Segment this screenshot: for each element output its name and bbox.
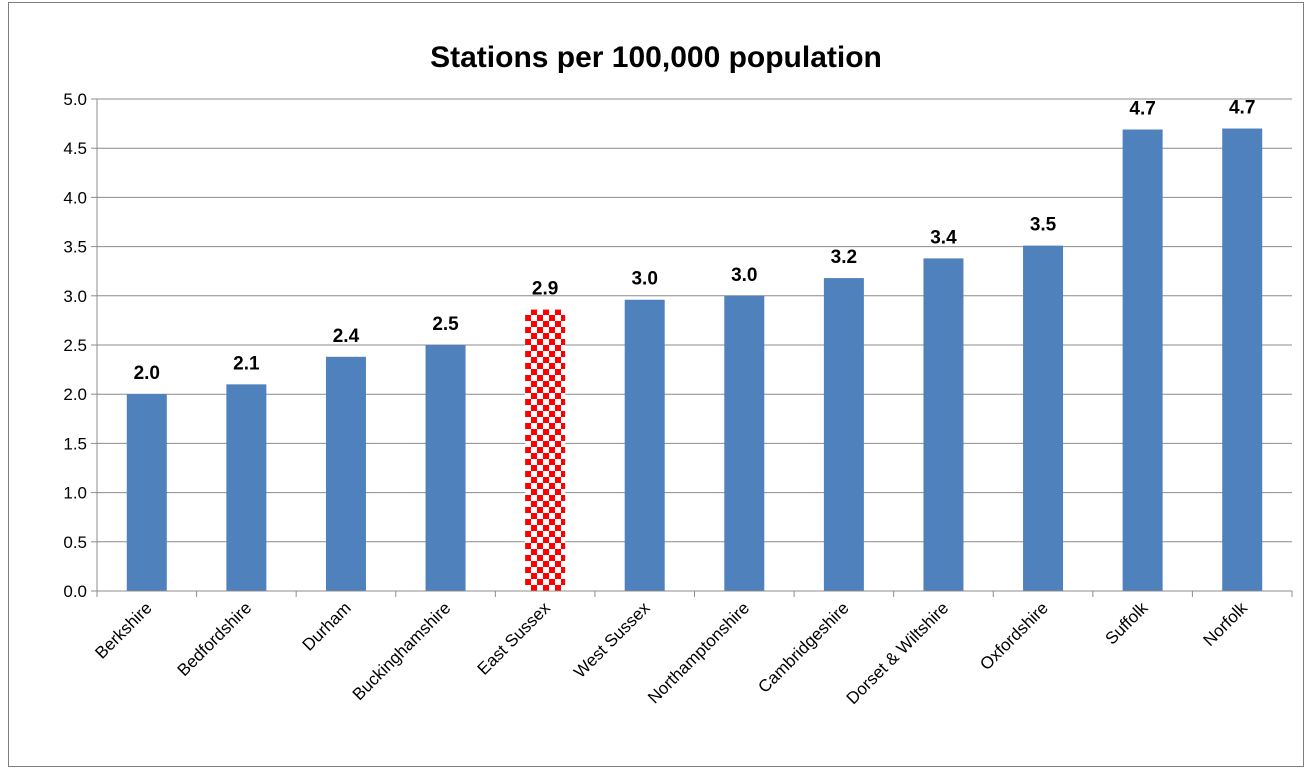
bar-norfolk xyxy=(1222,128,1263,591)
data-label: 2.5 xyxy=(432,314,459,335)
y-tick-label: 2.5 xyxy=(63,336,87,355)
chart-plot: 0.0 0.5 1.0 1.5 2.0 2.5 3.0 3.5 4.0 4.5 5.0 2.0 Berk… xyxy=(63,90,1293,708)
bar-bedfordshire xyxy=(226,384,267,591)
x-category-label: Bedfordshire xyxy=(174,598,256,680)
x-category-label: Oxfordshire xyxy=(976,598,1052,674)
y-tick-label: 3.5 xyxy=(63,238,87,257)
bar-east-sussex xyxy=(525,309,566,591)
bar-buckinghamshire xyxy=(425,345,466,591)
bar-cambridgeshire xyxy=(823,278,864,591)
bar-northamptonshire xyxy=(724,295,765,591)
x-category-label: Suffolk xyxy=(1101,598,1151,648)
y-tick-label: 3.0 xyxy=(63,287,87,306)
y-tick-label: 0.5 xyxy=(63,533,87,552)
y-tick-label: 4.5 xyxy=(63,139,87,158)
x-category-label: Norfolk xyxy=(1200,598,1252,650)
y-tick-label: 1.0 xyxy=(63,484,87,503)
data-label: 2.1 xyxy=(233,353,260,374)
y-tick-label: 0.0 xyxy=(63,582,87,601)
y-tick-label: 4.0 xyxy=(63,188,87,207)
bar-durham xyxy=(325,356,366,591)
x-category-label: Northamptonshire xyxy=(644,598,753,707)
data-label: 3.5 xyxy=(1030,215,1057,236)
chart-frame: Stations per 100,000 population 0.0 0.5 1.… xyxy=(8,2,1304,767)
data-label: 3.0 xyxy=(631,269,657,290)
x-category-label: West Sussex xyxy=(570,598,654,682)
data-label: 2.0 xyxy=(134,363,160,384)
data-label: 2.9 xyxy=(532,279,558,300)
chart-title: Stations per 100,000 population xyxy=(430,41,882,74)
y-tick-label: 1.5 xyxy=(63,434,87,453)
x-category-label: Cambridgeshire xyxy=(754,598,852,696)
data-label: 3.2 xyxy=(831,247,857,268)
x-category-label: East Sussex xyxy=(474,598,555,679)
data-label: 2.4 xyxy=(333,326,360,347)
bar-suffolk xyxy=(1122,129,1163,591)
bar-dorset-wiltshire xyxy=(923,258,964,591)
x-category-label: Dorset & Wiltshire xyxy=(843,598,953,708)
x-category-label: Buckinghamshire xyxy=(349,598,455,704)
y-tick-label: 5.0 xyxy=(63,90,87,109)
bar-berkshire xyxy=(126,394,167,591)
data-label: 4.7 xyxy=(1229,98,1255,119)
y-tick-label: 2.0 xyxy=(63,385,87,404)
data-label: 3.4 xyxy=(930,227,957,248)
bar-west-sussex xyxy=(624,299,665,591)
data-label: 4.7 xyxy=(1129,99,1155,120)
data-label: 3.0 xyxy=(731,265,757,286)
x-category-label: Durham xyxy=(299,598,355,654)
x-category-label: Berkshire xyxy=(91,598,155,662)
bar-oxfordshire xyxy=(1023,245,1064,591)
